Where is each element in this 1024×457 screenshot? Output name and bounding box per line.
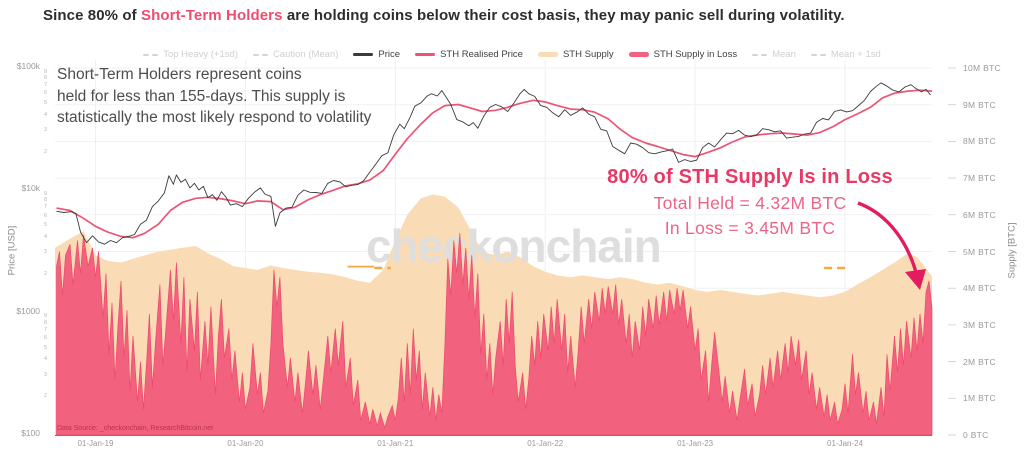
price-minor-tick: 5 (43, 222, 47, 229)
supply-tick-label: 8M BTC (963, 136, 996, 147)
supply-tick-label: 5M BTC (963, 246, 996, 257)
price-minor-tick: 2 (43, 148, 47, 155)
supply-tick-label: 4M BTC (963, 283, 996, 294)
legend-item-mean[interactable]: Mean (752, 49, 796, 60)
supply-tick-label: 10M BTC (963, 63, 1001, 73)
supply-tick-label: 6M BTC (963, 209, 996, 220)
data-source-note: Data Source: _checkonchain, ResearchBitc… (57, 425, 214, 432)
sth-definition-note: Short-Term Holders represent coins held … (57, 66, 372, 127)
price-minor-tick: 8 (43, 197, 47, 204)
supply-tick-label: 2M BTC (963, 356, 996, 367)
x-tick-label: 01-Jan-21 (377, 439, 414, 448)
price-minor-tick: 3 (43, 127, 47, 134)
supply-tick-label: 3M BTC (963, 319, 996, 330)
loss-callout-in-loss: In Loss = 3.45M BTC (664, 218, 836, 238)
watermark: checkonchain (366, 220, 661, 272)
price-minor-tick: 4 (43, 111, 47, 118)
legend-item-sth-supply-in-loss[interactable]: STH Supply in Loss (628, 49, 738, 60)
x-tick-label: 01-Jan-23 (677, 439, 714, 448)
legend-item-caution-mean[interactable]: Caution (Mean) (252, 49, 339, 60)
x-tick-label: 01-Jan-24 (827, 439, 864, 448)
price-minor-tick: 5 (43, 344, 47, 351)
watermark-underscore: _ (347, 220, 374, 272)
legend-label: STH Supply in Loss (653, 49, 738, 60)
price-minor-tick: 6 (43, 212, 47, 219)
price-minor-tick: 8 (43, 319, 47, 326)
supply-tick-label: 9M BTC (963, 99, 996, 110)
loss-callout-total-held: Total Held = 4.32M BTC (653, 193, 847, 213)
legend-label: Mean (772, 49, 796, 60)
price-minor-tick: 2 (43, 393, 47, 400)
sth-supply-in-loss-area (56, 233, 933, 436)
callout-arrow-head (905, 269, 926, 290)
legend-swatch (415, 53, 436, 56)
x-tick-label: 01-Jan-20 (227, 439, 264, 448)
legend-label: STH Realised Price (440, 49, 523, 60)
price-minor-tick: 7 (43, 204, 47, 211)
loss-callout-headline: 80% of STH Supply Is in Loss (607, 166, 893, 188)
legend-label: Mean + 1sd (830, 49, 881, 60)
price-minor-tick: 2 (43, 270, 47, 277)
legend-item-price[interactable]: Price (353, 49, 400, 60)
legend-swatch (752, 53, 768, 56)
price-minor-tick: 3 (43, 249, 47, 256)
legend-swatch (628, 52, 649, 57)
supply-axis-title: Supply [BTC] (1006, 222, 1018, 279)
legend-label: STH Supply (562, 49, 614, 60)
price-line (56, 82, 931, 245)
price-minor-tick: 7 (43, 326, 47, 333)
price-minor-tick: 8 (43, 74, 47, 81)
price-tick-label: $100k (16, 61, 40, 72)
legend-swatch (353, 53, 374, 56)
legend-item-mean-1sd[interactable]: Mean + 1sd (810, 49, 881, 60)
chart-title-suffix: are holding coins below their cost basis… (282, 7, 845, 24)
supply-tick-label: 7M BTC (963, 173, 996, 184)
callout-arrow (857, 201, 919, 277)
x-tick-label: 01-Jan-19 (77, 439, 114, 448)
legend-swatch (252, 53, 268, 56)
legend-swatch (537, 52, 558, 57)
price-minor-tick: 4 (43, 234, 47, 241)
sth-realised-price-line (56, 89, 933, 239)
price-minor-tick: 9 (43, 68, 47, 75)
x-tick-label: 01-Jan-22 (527, 439, 564, 448)
price-tick-label: $100 (21, 428, 40, 438)
legend-swatch (810, 53, 826, 56)
supply-tick-label: 1M BTC (963, 393, 996, 404)
chart-title: Since 80% of Short-Term Holders are hold… (43, 7, 845, 24)
legend: Top Heavy (+1sd) Caution (Mean) Price STH R… (0, 49, 1024, 60)
legend-label: Price (378, 49, 401, 60)
legend-item-top-heavy-1sd[interactable]: Top Heavy (+1sd) (143, 49, 238, 60)
price-minor-tick: 6 (43, 90, 47, 97)
chart-title-accent: Short-Term Holders (141, 7, 283, 24)
legend-label: Top Heavy (+1sd) (163, 49, 238, 60)
legend-label: Caution (Mean) (272, 49, 339, 60)
price-minor-tick: 9 (43, 313, 47, 320)
price-tick-label: $10k (21, 183, 40, 194)
legend-item-sth-supply[interactable]: STH Supply (537, 49, 614, 60)
legend-item-sth-realised-price[interactable]: STH Realised Price (415, 49, 523, 60)
price-minor-tick: 7 (43, 82, 47, 89)
price-minor-tick: 5 (43, 99, 47, 106)
chart-title-prefix: Since 80% of (43, 7, 142, 24)
price-tick-label: $1000 (16, 305, 40, 316)
loss-callout: 80% of STH Supply Is in Loss Total Held … (555, 166, 945, 239)
legend-swatch (143, 53, 159, 56)
supply-tick-label: 0 BTC (963, 430, 989, 440)
price-minor-tick: 6 (43, 334, 47, 341)
price-minor-tick: 9 (43, 190, 47, 197)
price-minor-tick: 4 (43, 356, 47, 363)
price-minor-tick: 3 (43, 371, 47, 378)
